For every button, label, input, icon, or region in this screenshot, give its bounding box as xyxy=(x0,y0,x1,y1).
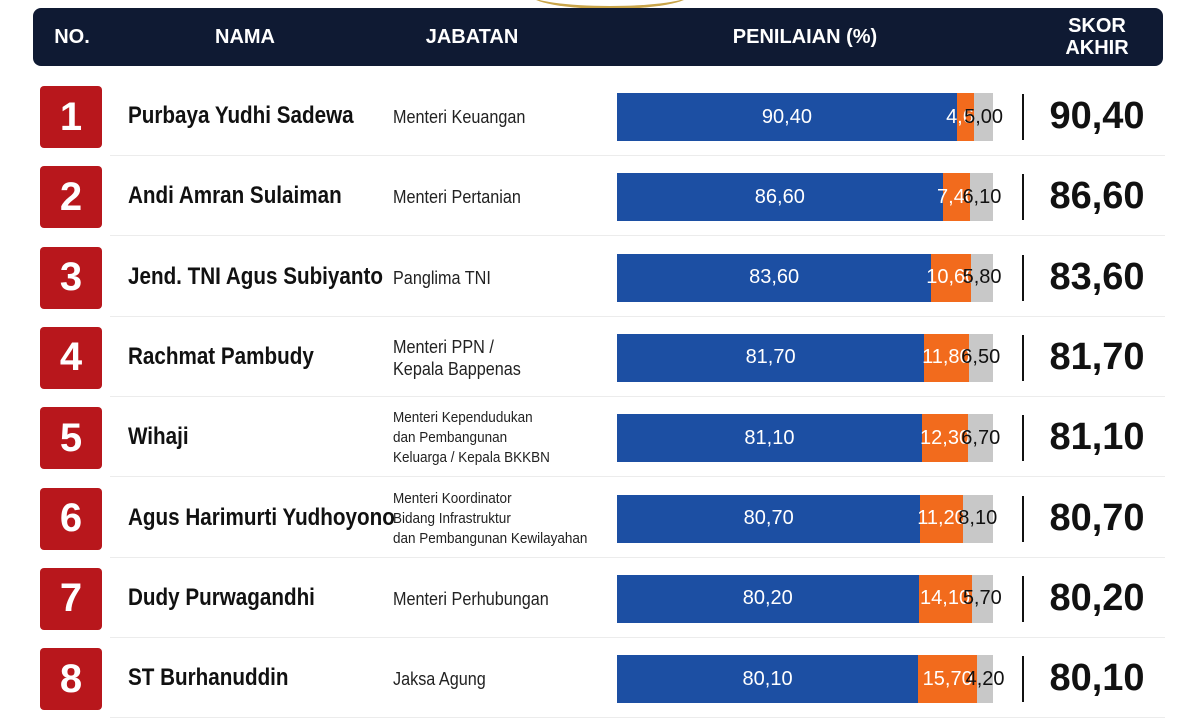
final-score: 80,20 xyxy=(1049,576,1145,619)
bar-segment: 15,70 xyxy=(918,655,978,704)
final-score: 86,60 xyxy=(1049,175,1145,218)
row-background xyxy=(110,238,1165,317)
divider xyxy=(1022,334,1024,381)
divider xyxy=(1022,656,1024,703)
bar-segment: 7,40 xyxy=(937,173,976,222)
position: Menteri Keuangan xyxy=(393,107,526,127)
divider xyxy=(1022,94,1024,140)
name: Rachmat Pambudy xyxy=(128,342,314,370)
row-background xyxy=(110,157,1165,237)
divider xyxy=(1022,254,1024,301)
bar-segment: 5,80 xyxy=(963,253,1002,302)
rank-badge: 8 xyxy=(40,648,102,711)
position: Menteri Kependudukan dan Pembangunan Kel… xyxy=(393,409,550,467)
name: Andi Amran Sulaiman xyxy=(128,182,342,210)
bar-segment: 11,20 xyxy=(917,494,966,543)
rank-badge: 4 xyxy=(40,326,102,389)
bar-segment: 86,60 xyxy=(617,173,943,222)
final-score: 83,60 xyxy=(1049,255,1145,298)
header-penilaian: PENILAIAN (%) xyxy=(732,26,878,48)
name: Dudy Purwagandhi xyxy=(128,583,315,611)
row-background xyxy=(110,559,1165,638)
rank-badge: 7 xyxy=(40,567,102,630)
bar-segment: 80,10 xyxy=(617,655,919,704)
position: Menteri Koordinator Bidang Infrastruktur… xyxy=(393,489,588,547)
page: NO. NAMA JABATAN PENILAIAN (%) SKOR AKHI… xyxy=(33,0,1165,718)
header-no: NO. xyxy=(54,26,90,48)
bar-segment: 6,70 xyxy=(961,414,1000,463)
name: Purbaya Yudhi Sadewa xyxy=(128,102,354,129)
header-skor: SKOR AKHIR xyxy=(1065,15,1129,59)
position: Menteri Perhubungan xyxy=(393,588,549,609)
position: Menteri Pertanian xyxy=(393,187,521,208)
bar-segment: 90,40 xyxy=(617,93,957,141)
header-bar xyxy=(33,8,1163,66)
bar-segment: 81,70 xyxy=(617,333,925,382)
position: Menteri PPN / Kepala Bappenas xyxy=(393,336,521,379)
bar-segment: 80,70 xyxy=(617,494,921,543)
name: Wihaji xyxy=(128,423,189,451)
bar-segment: 11,80 xyxy=(922,333,971,382)
position: Jaksa Agung xyxy=(393,669,486,690)
final-score: 80,70 xyxy=(1049,496,1145,539)
rank-badge: 3 xyxy=(40,246,102,309)
divider xyxy=(1022,174,1024,221)
bar-segment: 80,20 xyxy=(617,574,919,623)
bar-segment: 5,00 xyxy=(964,93,1003,141)
final-score: 90,40 xyxy=(1049,95,1145,137)
divider xyxy=(1022,415,1024,462)
bar-segment: 14,10 xyxy=(918,574,972,623)
name: ST Burhanuddin xyxy=(128,664,289,692)
final-score: 80,10 xyxy=(1049,657,1145,700)
final-score: 81,10 xyxy=(1049,416,1145,459)
bar-segment: 6,50 xyxy=(961,333,1000,382)
row-background xyxy=(110,77,1165,156)
row-background xyxy=(110,318,1165,397)
name: Jend. TNI Agus Subiyanto xyxy=(128,262,383,290)
bar-segment: 4,20 xyxy=(966,655,1005,704)
rank-badge: 5 xyxy=(40,407,102,470)
bar-segment: 83,60 xyxy=(617,253,932,302)
bar-segment: 81,10 xyxy=(617,414,922,463)
decoration xyxy=(530,0,690,9)
name: Agus Harimurti Yudhoyono xyxy=(128,503,395,531)
divider xyxy=(1022,575,1024,622)
rank-badge: 1 xyxy=(40,86,102,148)
bar-segment: 12,30 xyxy=(920,414,970,463)
header-jabatan: JABATAN xyxy=(425,26,519,48)
bar-segment: 10,60 xyxy=(926,253,976,302)
bar-segment: 8,10 xyxy=(958,494,997,543)
final-score: 81,70 xyxy=(1049,335,1145,378)
position: Panglima TNI xyxy=(393,267,491,288)
bar-segment: 5,70 xyxy=(963,574,1002,623)
row-background xyxy=(110,479,1165,558)
header-nama: NAMA xyxy=(215,26,275,48)
rank-badge: 2 xyxy=(40,166,102,229)
row-background xyxy=(110,398,1165,478)
bar-segment: 6,10 xyxy=(962,173,1001,222)
divider xyxy=(1022,495,1024,542)
rank-badge: 6 xyxy=(40,487,102,550)
